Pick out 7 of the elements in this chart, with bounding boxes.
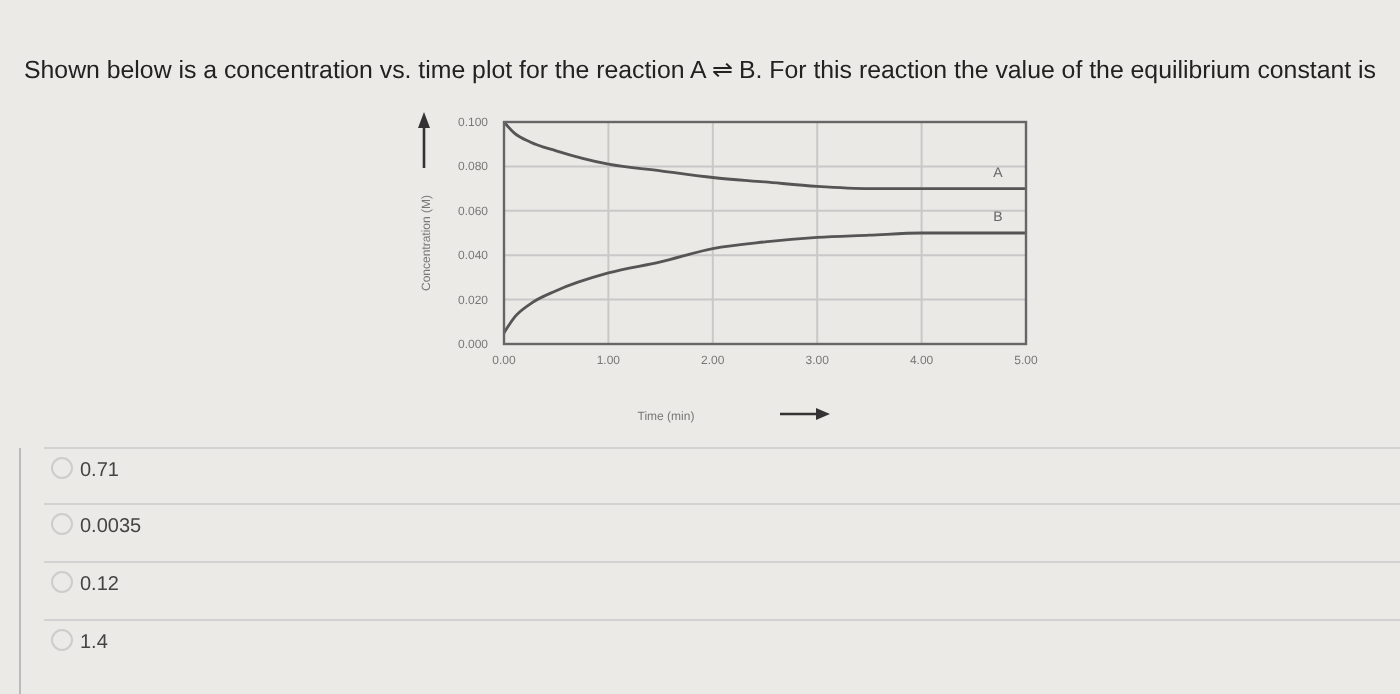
text: 0.71 — [80, 460, 120, 482]
text: 0.0035 — [80, 516, 143, 538]
text: 1.4 — [80, 632, 109, 654]
chart-title: Shown below is a concentration vs. time plot for the reaction A ⇌ B. For this reaction the value of the equilibrium constant is — [24, 56, 1376, 84]
line-series — [502, 231, 1028, 335]
text: 0.12 — [80, 574, 120, 596]
line-series — [502, 120, 1028, 190]
